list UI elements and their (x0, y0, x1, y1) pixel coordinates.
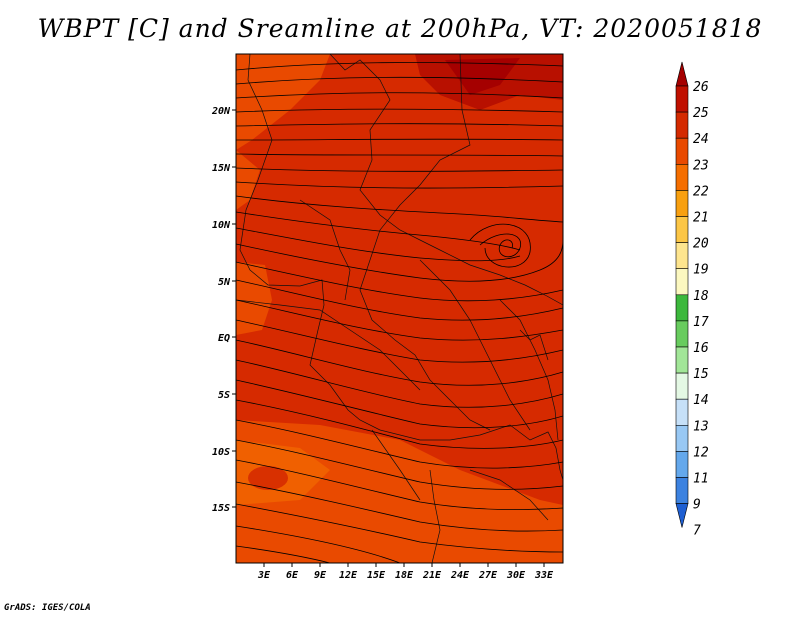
lat-tick-label: 10N (212, 220, 231, 231)
lon-tick-label: 3E (257, 570, 271, 581)
colorbar-label: 15 (693, 367, 709, 382)
lat-tick-label: 15S (212, 503, 230, 514)
map-frame (235, 53, 564, 564)
colorbar-swatch (675, 190, 689, 217)
colorbar-swatch (675, 372, 689, 400)
lat-tick-label: 20N (211, 106, 231, 117)
colorbar-swatch (675, 451, 689, 478)
map-title: WBPT [C] and Sreamline at 200hPa, VT: 20… (37, 14, 763, 43)
colorbar-swatch (675, 164, 689, 191)
colorbar-top-arrow (675, 61, 689, 87)
colorbar-swatch (675, 85, 689, 113)
colorbar: 26 25 24 23 22 21 20 19 18 17 16 15 14 13 12 11 9 7 (675, 61, 709, 539)
lon-tick-label: 9E (314, 570, 327, 581)
colorbar-label: 11 (693, 472, 709, 487)
lat-axis: 20N 15N 10N 5N EQ 5S 10S 15S (211, 106, 236, 514)
lon-tick-label: 12E (339, 570, 358, 581)
colorbar-swatch (675, 346, 689, 374)
colorbar-label: 13 (693, 419, 709, 434)
colorbar-swatch (675, 268, 689, 296)
colorbar-label: 23 (693, 158, 709, 173)
colorbar-swatch (675, 320, 689, 348)
wbpt-field (236, 54, 563, 563)
lat-tick-label: EQ (218, 333, 230, 344)
lon-tick-label: 15E (367, 570, 386, 581)
colorbar-label: 26 (693, 80, 709, 95)
colorbar-label: 14 (693, 393, 709, 408)
lon-tick-label: 21E (422, 570, 442, 581)
lat-tick-label: 5S (218, 390, 230, 401)
grads-credit: GrADS: IGES/COLA (4, 603, 91, 613)
colorbar-label: 18 (693, 289, 709, 304)
colorbar-label: 24 (693, 132, 709, 147)
colorbar-swatch (675, 477, 689, 504)
colorbar-label: 20 (693, 237, 709, 252)
lon-tick-label: 18E (395, 570, 414, 581)
colorbar-swatch (675, 294, 689, 322)
lon-tick-label: 33E (534, 570, 554, 581)
colorbar-label: 22 (693, 184, 709, 199)
lat-tick-label: 5N (218, 277, 231, 288)
lon-axis: 3E 6E 9E 12E 15E 18E 21E 24E 27E 30E 33E (257, 563, 554, 581)
streamlines (236, 62, 563, 563)
colorbar-swatch (675, 216, 689, 243)
colorbar-label: 25 (693, 106, 709, 121)
colorbar-label: 19 (693, 263, 709, 278)
colorbar-label: 7 (693, 524, 701, 539)
colorbar-swatch (675, 398, 689, 426)
lon-tick-label: 6E (286, 570, 299, 581)
lat-tick-label: 15N (212, 163, 231, 174)
colorbar-label: 16 (693, 341, 709, 356)
colorbar-label: 17 (693, 315, 709, 330)
colorbar-bottom-arrow (675, 503, 689, 528)
colorbar-swatch (675, 424, 689, 452)
lon-tick-label: 24E (450, 570, 470, 581)
lon-tick-label: 27E (478, 570, 498, 581)
colorbar-label: 21 (693, 211, 709, 226)
colorbar-swatch (675, 137, 689, 165)
lat-tick-label: 10S (212, 447, 230, 458)
lon-tick-label: 30E (506, 570, 526, 581)
colorbar-label: 12 (693, 445, 709, 460)
colorbar-swatch (675, 242, 689, 270)
colorbar-swatch (675, 111, 689, 139)
colorbar-label: 9 (693, 498, 701, 513)
